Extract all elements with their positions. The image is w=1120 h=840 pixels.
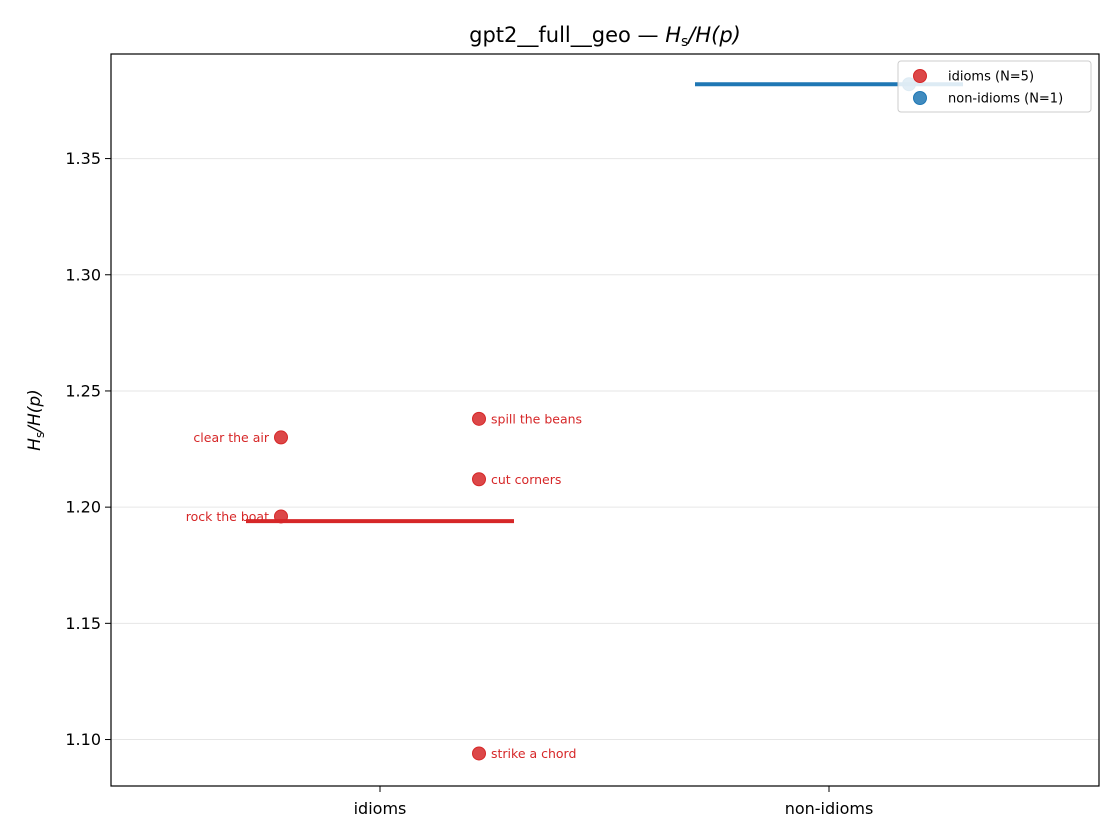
data-point (472, 472, 486, 487)
x-tick-label: non-idioms (785, 799, 874, 818)
point-label: strike a chord (491, 746, 576, 761)
legend-marker (913, 69, 927, 83)
legend-entry: idioms (N=5) (948, 70, 1034, 85)
point-label: clear the air (193, 430, 269, 445)
axes: 1.10 1.15 1.20 1.25 1.30 1.35 idioms non-idioms (65, 149, 873, 818)
legend-box (897, 60, 1092, 113)
legend-entry: non-idioms (N=1) (948, 92, 1063, 107)
y-tick-label: 1.30 (65, 265, 101, 284)
x-tick-label: idioms (354, 799, 407, 818)
y-axis-label: Hs/H(p) (25, 389, 47, 451)
point-label: cut corners (491, 472, 561, 487)
legend-marker (913, 91, 927, 105)
plot-frame (110, 53, 1100, 787)
point-label: rock the boat (186, 509, 269, 524)
chart-marks: clear the air rock the boat spill the bean… (186, 77, 963, 761)
data-point (274, 509, 288, 524)
y-tick-label: 1.35 (65, 149, 101, 168)
legend: idioms (N=5) non-idioms (N=1) (897, 60, 1092, 113)
data-point (472, 746, 486, 761)
data-point (274, 430, 288, 445)
y-tick-label: 1.15 (65, 614, 101, 633)
point-label: spill the beans (491, 411, 582, 426)
data-point (472, 411, 486, 426)
grid (111, 158, 1099, 741)
y-tick-label: 1.20 (65, 498, 101, 517)
y-tick-label: 1.10 (65, 730, 101, 749)
chart-title: gpt2__full__geo — Hs/H(p) (469, 23, 741, 50)
y-tick-label: 1.25 (65, 381, 101, 400)
